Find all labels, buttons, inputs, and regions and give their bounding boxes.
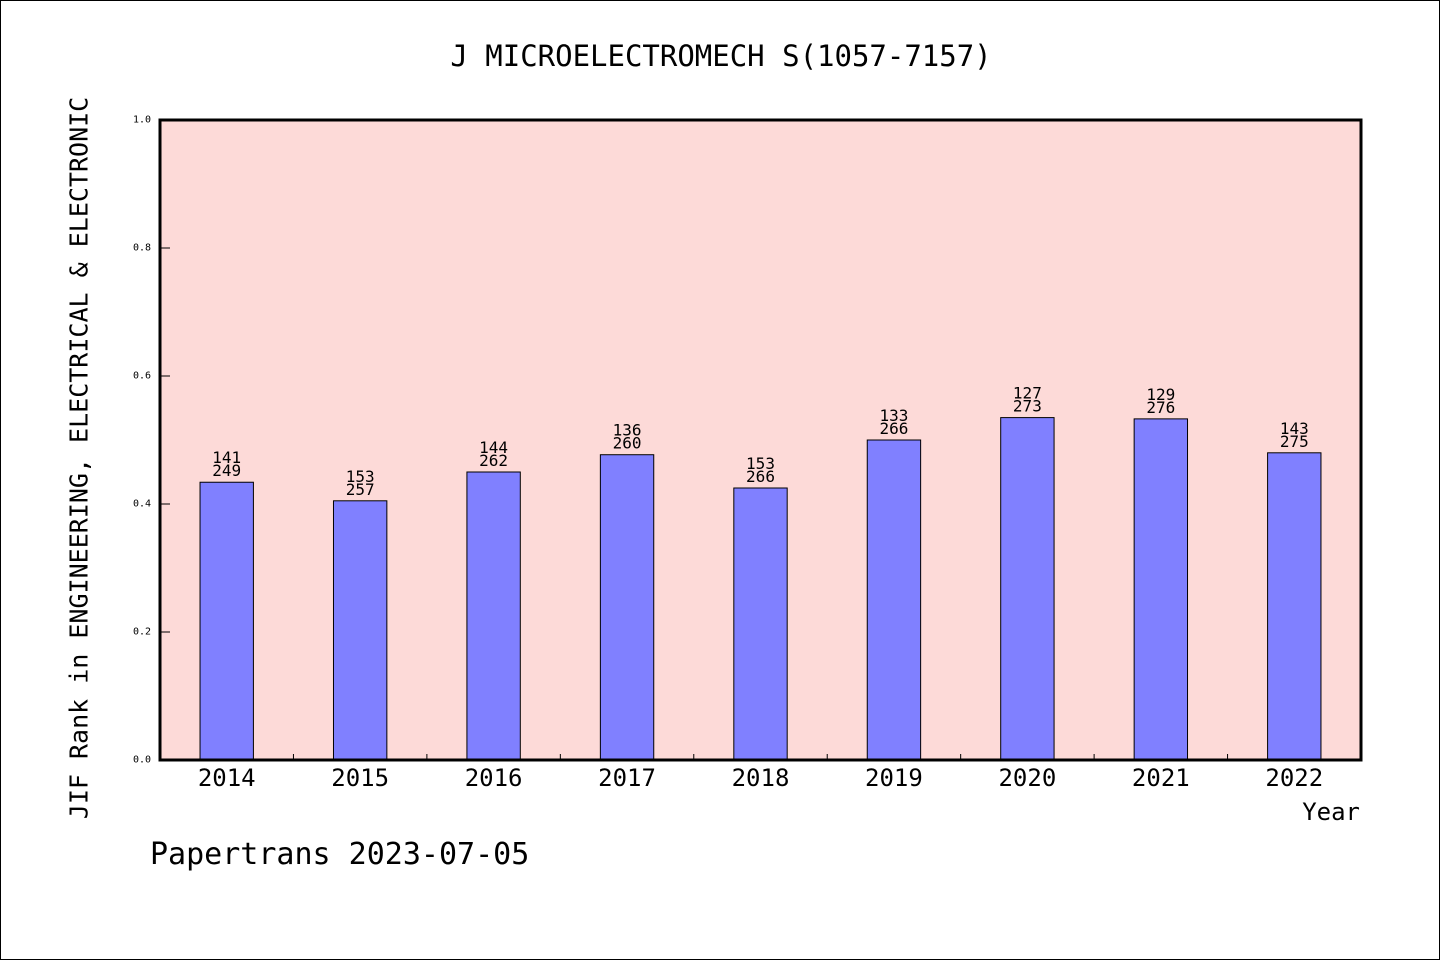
bar-2022 xyxy=(1267,452,1322,761)
bar-2015 xyxy=(332,500,388,761)
x-axis: 2014 2015 2016 2017 2018 2019 2020 2021 2022 xyxy=(198,754,1323,792)
data-label-rank: 143 xyxy=(1280,419,1309,438)
data-label-rank: 133 xyxy=(879,406,908,425)
bar-2017 xyxy=(599,454,655,761)
data-label-total: 262 xyxy=(479,451,508,470)
x-tick-label: 2014 xyxy=(198,764,256,792)
data-label-total: 276 xyxy=(1146,398,1175,417)
x-tick-label: 2016 xyxy=(465,764,523,792)
data-label-total: 275 xyxy=(1280,432,1309,451)
data-label-rank: 144 xyxy=(479,438,508,457)
bar-2014 xyxy=(199,481,254,761)
y-tick-label: 0.6 xyxy=(133,371,151,382)
bar-2020 xyxy=(1000,417,1055,761)
bar-2021 xyxy=(1133,418,1189,761)
y-tick-label: 0.0 xyxy=(133,755,151,766)
bar-2019 xyxy=(866,439,922,761)
data-label-rank: 127 xyxy=(1013,384,1042,403)
data-label-rank: 141 xyxy=(212,448,241,467)
footer-text: Papertrans 2023-07-05 xyxy=(150,837,529,872)
x-tick-label: 2015 xyxy=(331,764,389,792)
data-label-rank: 136 xyxy=(613,421,642,440)
y-axis: 0.0 0.2 0.4 0.6 0.8 1.0 xyxy=(133,115,170,766)
bar-2016 xyxy=(466,471,521,761)
data-label-rank: 129 xyxy=(1146,385,1175,404)
data-label-total: 273 xyxy=(1013,397,1042,416)
y-axis-label: JIF Rank in ENGINEERING, ELECTRICAL & EL… xyxy=(65,97,94,819)
y-tick-label: 1.0 xyxy=(133,115,151,126)
data-label-total: 266 xyxy=(879,419,908,438)
x-tick-label: 2021 xyxy=(1132,764,1190,792)
y-tick-label: 0.8 xyxy=(133,243,151,254)
bars-group xyxy=(199,417,1322,761)
x-tick-label: 2018 xyxy=(732,764,790,792)
y-tick-label: 0.2 xyxy=(133,627,151,638)
data-label-total: 249 xyxy=(212,461,241,480)
chart-title: J MICROELECTROMECH S(1057-7157) xyxy=(450,39,991,73)
data-label-rank: 153 xyxy=(346,467,375,486)
plot-frame xyxy=(158,118,1363,762)
x-axis-label: Year xyxy=(1302,798,1360,826)
x-tick-label: 2020 xyxy=(998,764,1056,792)
data-label-rank: 153 xyxy=(746,454,775,473)
x-tick-label: 2017 xyxy=(598,764,656,792)
data-label-total: 257 xyxy=(346,480,375,499)
x-tick-label: 2022 xyxy=(1265,764,1323,792)
data-label-total: 266 xyxy=(746,467,775,486)
x-tick-label: 2019 xyxy=(865,764,923,792)
data-label-total: 260 xyxy=(613,434,642,453)
y-tick-label: 0.4 xyxy=(133,499,151,510)
bar-2018 xyxy=(733,487,788,761)
